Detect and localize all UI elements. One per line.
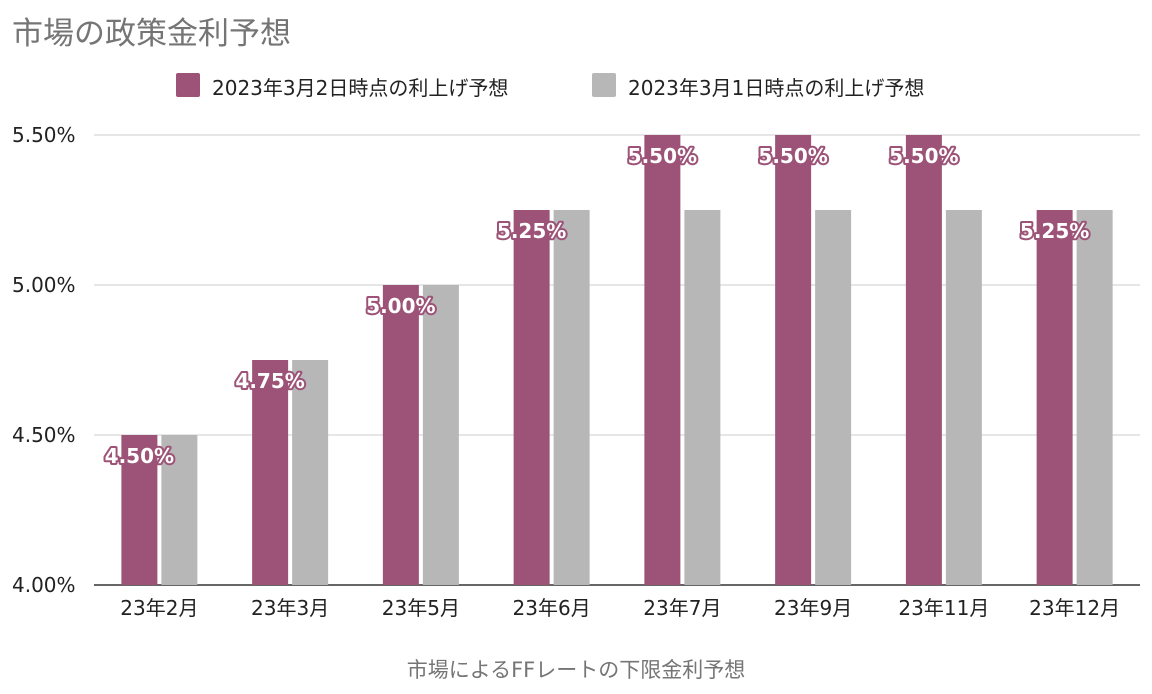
bar[interactable] [513, 210, 550, 585]
legend-swatch-mar2 [176, 73, 200, 97]
data-label: 5.50% [889, 144, 958, 168]
y-tick-label: 5.00% [12, 273, 76, 297]
legend-label-mar2: 2023年3月2日時点の利上げ予想 [212, 76, 509, 100]
x-tick-label: 23年9月 [774, 596, 852, 620]
x-tick-label: 23年7月 [643, 596, 721, 620]
bar[interactable] [945, 210, 982, 585]
bar[interactable] [161, 435, 198, 585]
data-label: 5.00% [366, 294, 435, 318]
x-tick-label: 23年2月 [120, 596, 198, 620]
bar[interactable] [905, 135, 942, 585]
data-labels: 4.50% 4.75% 5.00% 5.25% 5.50% 5.50% 5.50% 5.25% [103, 142, 1092, 470]
bar[interactable] [815, 210, 852, 585]
y-tick-label: 4.00% [12, 573, 76, 597]
data-label: 5.25% [497, 219, 566, 243]
legend-swatch-mar1 [592, 73, 616, 97]
data-label: 5.50% [758, 144, 827, 168]
bar[interactable] [1076, 210, 1113, 585]
bar[interactable] [644, 135, 681, 585]
bar[interactable] [292, 360, 329, 585]
bar[interactable] [252, 360, 289, 585]
y-axis-ticks: 4.00% 4.50% 5.00% 5.50% [12, 123, 76, 597]
x-tick-label: 23年5月 [382, 596, 460, 620]
bar[interactable] [382, 285, 419, 585]
x-axis-ticks: 23年2月 23年3月 23年5月 23年6月 23年7月 23年9月 23年11月 23年1… [120, 596, 1120, 620]
data-label: 4.50% [105, 444, 174, 468]
data-label: 5.25% [1020, 219, 1089, 243]
bar[interactable] [553, 210, 590, 585]
y-tick-label: 5.50% [12, 123, 76, 147]
chart-title: 市場の政策金利予想 [12, 16, 291, 52]
x-tick-label: 23年3月 [251, 596, 329, 620]
grid-lines [94, 134, 1140, 586]
bars [121, 135, 1113, 585]
x-tick-label: 23年12月 [1029, 596, 1120, 620]
bar[interactable] [121, 435, 158, 585]
legend: 2023年3月2日時点の利上げ予想 2023年3月1日時点の利上げ予想 [0, 70, 1152, 100]
data-label: 4.75% [235, 369, 304, 393]
bar[interactable] [422, 285, 459, 585]
x-tick-label: 23年6月 [513, 596, 591, 620]
x-tick-label: 23年11月 [898, 596, 989, 620]
bar[interactable] [684, 210, 721, 585]
legend-label-mar1: 2023年3月1日時点の利上げ予想 [628, 76, 925, 100]
bar[interactable] [775, 135, 812, 585]
y-tick-label: 4.50% [12, 423, 76, 447]
bar[interactable] [1036, 210, 1073, 585]
data-label: 5.50% [628, 144, 697, 168]
x-axis-title: 市場によるFFレートの下限金利予想 [406, 658, 746, 682]
